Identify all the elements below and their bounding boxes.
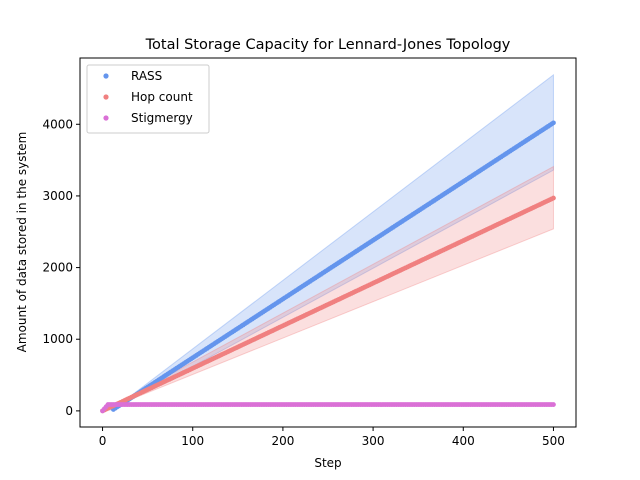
y-tick-label: 3000 — [42, 189, 73, 203]
y-tick-label: 1000 — [42, 332, 73, 346]
x-tick-label: 200 — [271, 434, 294, 448]
legend-marker — [103, 115, 109, 121]
x-tick-label: 100 — [181, 434, 204, 448]
data-points — [100, 120, 556, 414]
y-tick-label: 2000 — [42, 261, 73, 275]
series-0-points — [110, 120, 556, 412]
legend: RASS Hop count Stigmergy — [86, 64, 210, 134]
y-tick-label: 4000 — [42, 117, 73, 131]
x-tick-label: 0 — [99, 434, 107, 448]
legend-marker — [103, 94, 109, 100]
x-tick-label: 400 — [452, 434, 475, 448]
x-axis-label: Step — [314, 456, 341, 470]
x-tick-label: 500 — [542, 434, 565, 448]
legend-label: RASS — [131, 69, 162, 83]
y-axis-label: Amount of data stored in the system — [15, 132, 29, 353]
legend-label: Stigmergy — [131, 111, 193, 125]
legend-box — [86, 64, 210, 134]
legend-marker — [103, 73, 109, 79]
plot-frame — [79, 57, 577, 428]
series-1-points — [100, 195, 556, 414]
chart-title: Total Storage Capacity for Lennard-Jones… — [145, 37, 511, 53]
y-axis-ticks: 0 1000 2000 3000 4000 — [42, 117, 80, 418]
data-point — [551, 195, 556, 201]
x-axis-ticks: 0 100 200 300 400 500 — [99, 427, 565, 448]
series-2-points — [100, 402, 556, 414]
data-point — [551, 120, 556, 126]
legend-entries: RASS Hop count Stigmergy — [103, 69, 193, 125]
data-point — [551, 402, 556, 407]
legend-label: Hop count — [131, 90, 193, 104]
y-tick-label: 0 — [65, 404, 73, 418]
x-tick-label: 300 — [362, 434, 385, 448]
